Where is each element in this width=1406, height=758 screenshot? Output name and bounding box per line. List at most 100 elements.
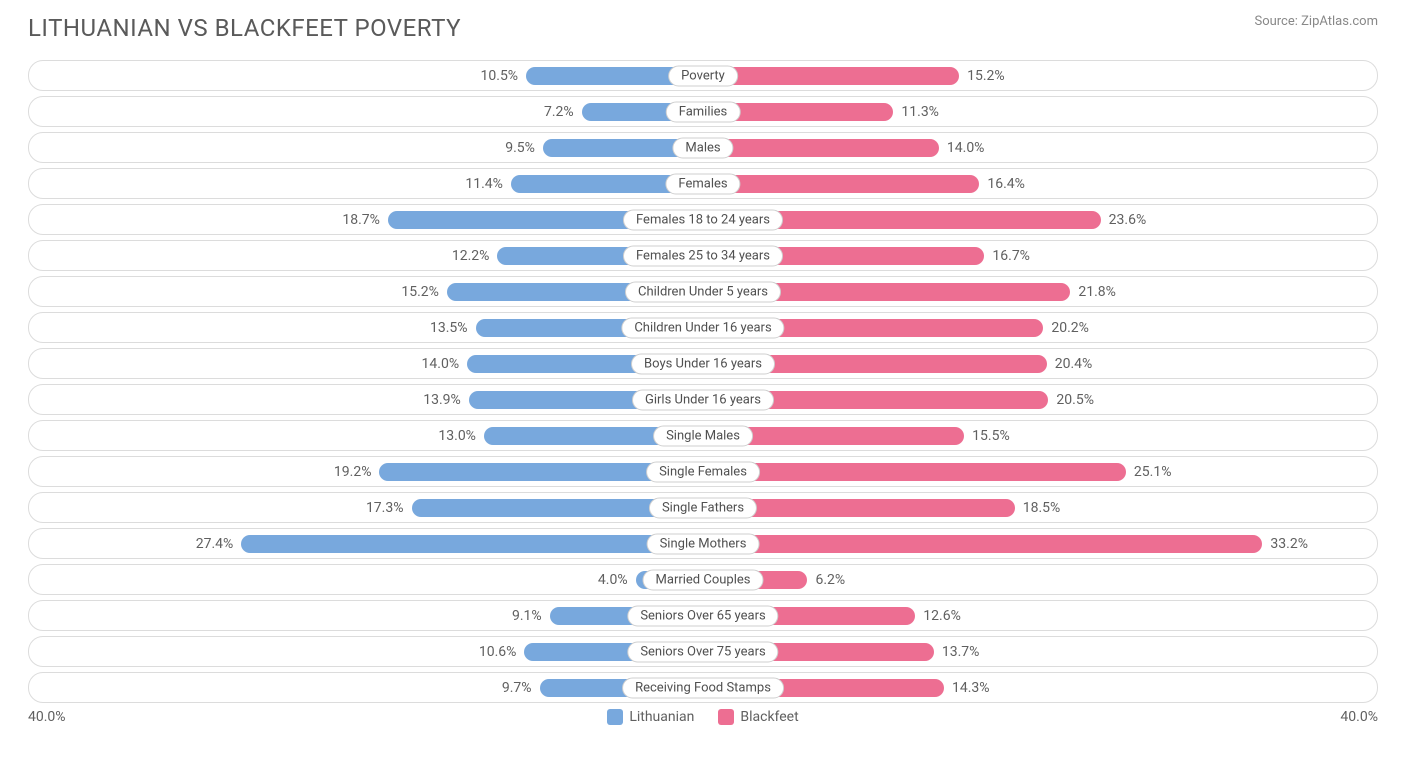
bar-half-left: 27.4% — [29, 529, 703, 558]
diverging-bar-chart: 10.5%15.2%Poverty7.2%11.3%Families9.5%14… — [28, 60, 1378, 703]
bar-half-left: 9.5% — [29, 133, 703, 162]
chart-row: 14.0%20.4%Boys Under 16 years — [28, 348, 1378, 379]
bar-half-left: 7.2% — [29, 97, 703, 126]
bar-half-left: 19.2% — [29, 457, 703, 486]
value-left: 15.2% — [393, 284, 447, 300]
value-right: 14.3% — [944, 680, 998, 696]
value-right: 15.5% — [964, 428, 1018, 444]
bar-right — [703, 67, 959, 85]
category-label: Children Under 5 years — [625, 281, 781, 302]
bar-half-left: 12.2% — [29, 241, 703, 270]
category-label: Males — [672, 137, 733, 158]
chart-header: LITHUANIAN VS BLACKFEET POVERTY Source: … — [28, 14, 1378, 42]
bar-half-right: 16.7% — [703, 241, 1377, 270]
axis-max-right: 40.0% — [1318, 709, 1378, 725]
category-label: Single Males — [653, 425, 753, 446]
chart-row: 10.6% 13.7%Seniors Over 75 years — [28, 636, 1378, 667]
value-right: 14.0% — [939, 140, 993, 156]
bar-half-left: 4.0% — [29, 565, 703, 594]
chart-row: 9.7%14.3%Receiving Food Stamps — [28, 672, 1378, 703]
bar-half-left: 9.1% — [29, 601, 703, 630]
value-left: 4.0% — [590, 572, 636, 588]
bar-half-right: 33.2% — [703, 529, 1377, 558]
value-right: 25.1% — [1126, 464, 1180, 480]
category-label: Females 25 to 34 years — [623, 245, 783, 266]
bar-half-right: 20.2% — [703, 313, 1377, 342]
category-label: Females — [665, 173, 740, 194]
value-right: 18.5% — [1015, 500, 1069, 516]
value-right: 16.4% — [979, 176, 1033, 192]
chart-row: 27.4% 33.2% Single Mothers — [28, 528, 1378, 559]
value-left: 10.5% — [473, 68, 527, 84]
chart-row: 13.9% 20.5%Girls Under 16 years — [28, 384, 1378, 415]
chart-row: 13.0%15.5%Single Males — [28, 420, 1378, 451]
value-right: 33.2% — [1262, 536, 1316, 552]
legend-swatch-right — [718, 709, 734, 725]
chart-row: 17.3% 18.5% Single Fathers — [28, 492, 1378, 523]
value-right: 6.2% — [807, 572, 853, 588]
bar-half-left: 10.6% — [29, 637, 703, 666]
value-left: 12.2% — [444, 248, 498, 264]
value-left: 10.6% — [471, 644, 525, 660]
bar-half-right: 23.6% — [703, 205, 1377, 234]
bar-half-left: 13.5% — [29, 313, 703, 342]
chart-row: 9.1%12.6%Seniors Over 65 years — [28, 600, 1378, 631]
chart-row: 10.5% 15.2%Poverty — [28, 60, 1378, 91]
bar-right — [703, 535, 1262, 553]
category-label: Girls Under 16 years — [632, 389, 774, 410]
bar-half-left: 9.7% — [29, 673, 703, 702]
bar-half-left: 14.0% — [29, 349, 703, 378]
bar-half-right: 20.4% — [703, 349, 1377, 378]
bar-half-right: 20.5% — [703, 385, 1377, 414]
chart-footer: 40.0% Lithuanian Blackfeet 40.0% — [28, 709, 1378, 725]
category-label: Seniors Over 75 years — [627, 641, 778, 662]
value-left: 13.9% — [415, 392, 469, 408]
value-left: 9.5% — [497, 140, 543, 156]
value-left: 13.5% — [422, 320, 476, 336]
bar-half-right: 15.2% — [703, 61, 1377, 90]
bar-half-left: 11.4% — [29, 169, 703, 198]
value-left: 7.2% — [536, 104, 582, 120]
chart-row: 15.2% 21.8% Children Under 5 years — [28, 276, 1378, 307]
legend-item-left: Lithuanian — [607, 709, 694, 725]
bar-half-right: 11.3% — [703, 97, 1377, 126]
bar-half-right: 14.3% — [703, 673, 1377, 702]
value-right: 21.8% — [1070, 284, 1124, 300]
value-right: 23.6% — [1101, 212, 1155, 228]
value-right: 20.4% — [1047, 356, 1101, 372]
bar-half-left: 10.5% — [29, 61, 703, 90]
legend-item-right: Blackfeet — [718, 709, 798, 725]
category-label: Poverty — [668, 65, 738, 86]
value-left: 17.3% — [358, 500, 412, 516]
category-label: Families — [666, 101, 741, 122]
bar-half-right: 16.4% — [703, 169, 1377, 198]
value-left: 18.7% — [334, 212, 388, 228]
value-left: 9.1% — [504, 608, 550, 624]
legend-label-left: Lithuanian — [629, 709, 694, 725]
chart-row: 18.7% 23.6% Females 18 to 24 years — [28, 204, 1378, 235]
value-right: 16.7% — [984, 248, 1038, 264]
legend: Lithuanian Blackfeet — [607, 709, 798, 725]
bar-half-right: 13.7% — [703, 637, 1377, 666]
bar-right — [703, 139, 939, 157]
bar-half-left: 13.9% — [29, 385, 703, 414]
value-right: 12.6% — [915, 608, 969, 624]
bar-half-left: 17.3% — [29, 493, 703, 522]
value-left: 19.2% — [326, 464, 380, 480]
value-left: 11.4% — [457, 176, 511, 192]
source-attribution: Source: ZipAtlas.com — [1254, 14, 1378, 29]
bar-left — [241, 535, 703, 553]
bar-half-right: 12.6% — [703, 601, 1377, 630]
bar-half-right: 18.5% — [703, 493, 1377, 522]
bar-half-right: 25.1% — [703, 457, 1377, 486]
chart-row: 11.4% 16.4% Females — [28, 168, 1378, 199]
bar-half-right: 14.0% — [703, 133, 1377, 162]
bar-half-left: 18.7% — [29, 205, 703, 234]
chart-row: 7.2% 11.3%Families — [28, 96, 1378, 127]
category-label: Single Mothers — [647, 533, 760, 554]
bar-half-left: 15.2% — [29, 277, 703, 306]
category-label: Single Fathers — [649, 497, 757, 518]
bar-right — [703, 463, 1126, 481]
category-label: Females 18 to 24 years — [623, 209, 783, 230]
bar-half-right: 15.5% — [703, 421, 1377, 450]
